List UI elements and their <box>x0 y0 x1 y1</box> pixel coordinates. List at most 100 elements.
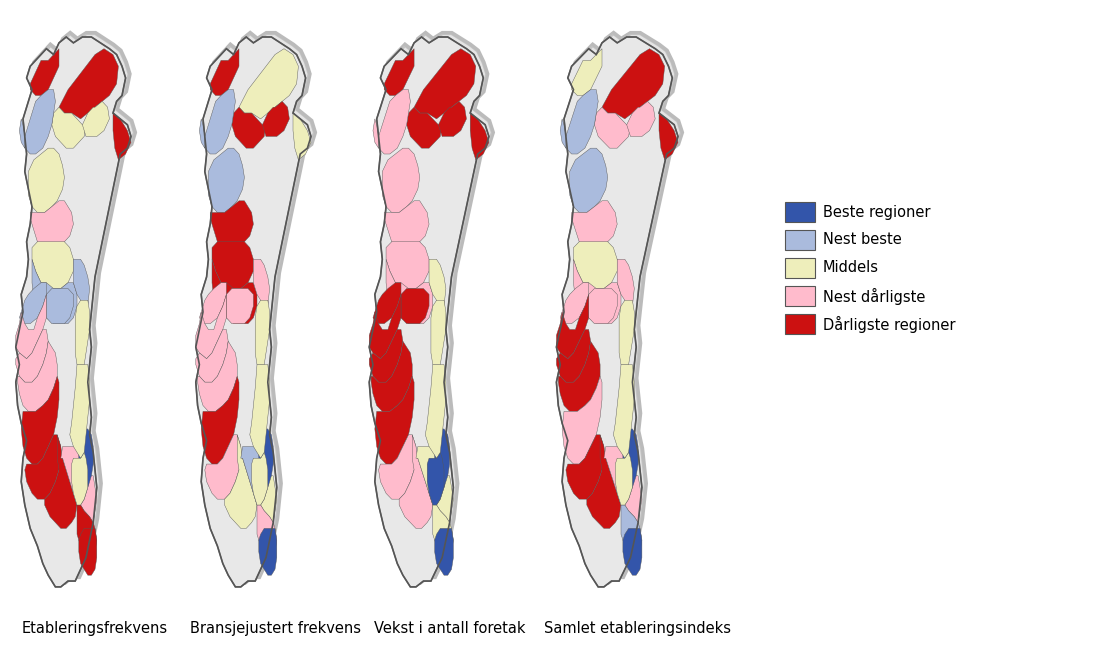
Polygon shape <box>619 301 635 364</box>
Polygon shape <box>15 329 49 382</box>
Polygon shape <box>293 113 311 160</box>
Polygon shape <box>251 452 268 505</box>
Polygon shape <box>79 528 97 575</box>
Polygon shape <box>559 341 601 411</box>
Polygon shape <box>210 201 253 248</box>
Polygon shape <box>427 452 444 505</box>
Polygon shape <box>81 476 97 522</box>
Polygon shape <box>620 505 641 557</box>
Polygon shape <box>623 528 641 575</box>
Polygon shape <box>562 376 602 464</box>
Polygon shape <box>19 34 134 584</box>
Polygon shape <box>225 435 257 528</box>
Polygon shape <box>386 242 429 289</box>
Polygon shape <box>594 107 630 148</box>
Polygon shape <box>196 37 311 587</box>
Polygon shape <box>561 119 566 148</box>
Polygon shape <box>386 259 432 323</box>
Polygon shape <box>52 107 86 148</box>
Polygon shape <box>561 283 588 323</box>
Text: Beste regioner: Beste regioner <box>823 205 930 220</box>
Polygon shape <box>369 295 401 359</box>
Polygon shape <box>212 259 257 323</box>
Polygon shape <box>32 242 73 289</box>
Bar <box>785 230 815 250</box>
Polygon shape <box>470 113 489 160</box>
Polygon shape <box>59 49 118 119</box>
Polygon shape <box>407 107 442 148</box>
Polygon shape <box>369 329 403 382</box>
Polygon shape <box>83 101 109 136</box>
Polygon shape <box>615 452 633 505</box>
Polygon shape <box>625 476 641 522</box>
Polygon shape <box>604 447 635 505</box>
Polygon shape <box>623 429 638 488</box>
Polygon shape <box>378 89 410 154</box>
Polygon shape <box>570 148 607 213</box>
Polygon shape <box>44 435 77 528</box>
Polygon shape <box>401 289 429 323</box>
Polygon shape <box>588 289 617 323</box>
Polygon shape <box>199 34 314 584</box>
Polygon shape <box>261 476 276 522</box>
Polygon shape <box>77 505 97 557</box>
Text: Bransjejustert frekvens: Bransjejustert frekvens <box>189 621 361 636</box>
Polygon shape <box>429 259 446 312</box>
Polygon shape <box>73 259 90 312</box>
Polygon shape <box>79 429 93 488</box>
Polygon shape <box>572 49 602 95</box>
Polygon shape <box>21 376 59 464</box>
Polygon shape <box>383 148 419 213</box>
Text: Middels: Middels <box>823 261 879 276</box>
Polygon shape <box>198 341 237 411</box>
Polygon shape <box>259 429 273 488</box>
Polygon shape <box>29 148 64 213</box>
Polygon shape <box>426 364 446 458</box>
Text: Dårligste regioner: Dårligste regioner <box>823 316 956 333</box>
Polygon shape <box>378 435 416 499</box>
Polygon shape <box>72 452 87 505</box>
Polygon shape <box>24 89 55 154</box>
Polygon shape <box>205 435 241 499</box>
Polygon shape <box>574 242 617 289</box>
Polygon shape <box>61 447 90 505</box>
Polygon shape <box>384 49 414 95</box>
Polygon shape <box>437 476 453 522</box>
Polygon shape <box>20 283 46 323</box>
Polygon shape <box>210 49 239 95</box>
Polygon shape <box>614 364 635 458</box>
Polygon shape <box>373 119 378 148</box>
Polygon shape <box>75 301 90 364</box>
Polygon shape <box>432 505 453 557</box>
Polygon shape <box>431 301 446 364</box>
Polygon shape <box>399 435 432 528</box>
Polygon shape <box>232 107 267 148</box>
Polygon shape <box>566 89 598 154</box>
Bar <box>785 286 815 306</box>
Text: Nest beste: Nest beste <box>823 233 901 248</box>
Polygon shape <box>373 34 492 584</box>
Polygon shape <box>201 376 239 464</box>
Polygon shape <box>30 49 59 95</box>
Polygon shape <box>587 435 620 528</box>
Polygon shape <box>384 201 429 248</box>
Polygon shape <box>196 295 227 359</box>
Polygon shape <box>659 113 678 160</box>
Polygon shape <box>205 89 236 154</box>
Text: Vekst i antall foretak: Vekst i antall foretak <box>374 621 525 636</box>
Polygon shape <box>556 37 678 587</box>
Polygon shape <box>250 364 270 458</box>
Polygon shape <box>262 101 290 136</box>
Polygon shape <box>212 242 253 289</box>
Polygon shape <box>438 101 467 136</box>
Polygon shape <box>560 34 681 584</box>
Polygon shape <box>416 447 446 505</box>
Polygon shape <box>627 101 655 136</box>
Polygon shape <box>24 435 61 499</box>
Polygon shape <box>369 37 489 587</box>
Polygon shape <box>18 341 58 411</box>
Polygon shape <box>414 49 476 119</box>
Bar <box>785 314 815 334</box>
Polygon shape <box>259 528 276 575</box>
Polygon shape <box>572 201 617 248</box>
